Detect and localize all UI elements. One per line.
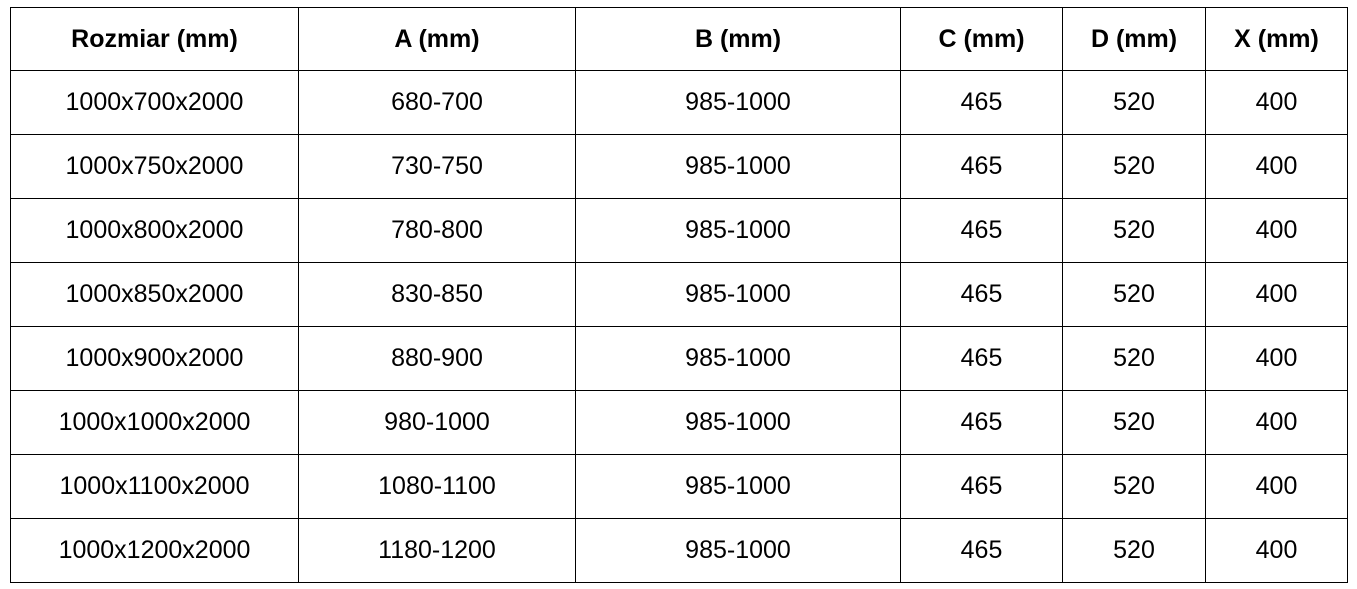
cell-size: 1000x850x2000 — [10, 262, 299, 327]
cell-a: 980-1000 — [298, 390, 576, 455]
column-header-d: D (mm) — [1062, 7, 1206, 71]
cell-x: 400 — [1205, 70, 1348, 135]
cell-size: 1000x1100x2000 — [10, 454, 299, 519]
cell-d: 520 — [1062, 198, 1206, 263]
cell-x: 400 — [1205, 198, 1348, 263]
header-row: Rozmiar (mm) A (mm) B (mm) C (mm) D (mm) X (m… — [10, 7, 1348, 71]
cell-d: 520 — [1062, 390, 1206, 455]
table-row: 1000x1000x2000 980-1000 985-1000 465 520 400 — [10, 390, 1348, 455]
table-row: 1000x750x2000 730-750 985-1000 465 520 400 — [10, 134, 1348, 199]
cell-x: 400 — [1205, 518, 1348, 583]
cell-size: 1000x1200x2000 — [10, 518, 299, 583]
cell-d: 520 — [1062, 262, 1206, 327]
cell-b: 985-1000 — [575, 70, 901, 135]
cell-c: 465 — [900, 326, 1063, 391]
cell-x: 400 — [1205, 390, 1348, 455]
cell-size: 1000x1000x2000 — [10, 390, 299, 455]
cell-b: 985-1000 — [575, 134, 901, 199]
cell-size: 1000x800x2000 — [10, 198, 299, 263]
cell-x: 400 — [1205, 262, 1348, 327]
cell-a: 830-850 — [298, 262, 576, 327]
cell-b: 985-1000 — [575, 454, 901, 519]
cell-x: 400 — [1205, 454, 1348, 519]
cell-x: 400 — [1205, 134, 1348, 199]
cell-d: 520 — [1062, 134, 1206, 199]
cell-c: 465 — [900, 518, 1063, 583]
cell-b: 985-1000 — [575, 262, 901, 327]
cell-size: 1000x700x2000 — [10, 70, 299, 135]
table-row: 1000x700x2000 680-700 985-1000 465 520 400 — [10, 70, 1348, 135]
cell-c: 465 — [900, 198, 1063, 263]
cell-c: 465 — [900, 70, 1063, 135]
cell-c: 465 — [900, 454, 1063, 519]
cell-a: 730-750 — [298, 134, 576, 199]
cell-size: 1000x750x2000 — [10, 134, 299, 199]
cell-c: 465 — [900, 134, 1063, 199]
cell-c: 465 — [900, 390, 1063, 455]
cell-a: 1080-1100 — [298, 454, 576, 519]
cell-a: 780-800 — [298, 198, 576, 263]
table-row: 1000x850x2000 830-850 985-1000 465 520 400 — [10, 262, 1348, 327]
cell-a: 880-900 — [298, 326, 576, 391]
column-header-size: Rozmiar (mm) — [10, 7, 299, 71]
table-row: 1000x1200x2000 1180-1200 985-1000 465 520 400 — [10, 518, 1348, 583]
cell-b: 985-1000 — [575, 518, 901, 583]
cell-b: 985-1000 — [575, 390, 901, 455]
dimensions-table: Rozmiar (mm) A (mm) B (mm) C (mm) D (mm) X (m… — [10, 7, 1348, 583]
cell-b: 985-1000 — [575, 326, 901, 391]
table-row: 1000x800x2000 780-800 985-1000 465 520 400 — [10, 198, 1348, 263]
column-header-x: X (mm) — [1205, 7, 1348, 71]
table-row: 1000x1100x2000 1080-1100 985-1000 465 520 400 — [10, 454, 1348, 519]
cell-a: 1180-1200 — [298, 518, 576, 583]
cell-d: 520 — [1062, 326, 1206, 391]
cell-size: 1000x900x2000 — [10, 326, 299, 391]
cell-a: 680-700 — [298, 70, 576, 135]
table-row: 1000x900x2000 880-900 985-1000 465 520 400 — [10, 326, 1348, 391]
cell-d: 520 — [1062, 454, 1206, 519]
column-header-a: A (mm) — [298, 7, 576, 71]
cell-b: 985-1000 — [575, 198, 901, 263]
cell-d: 520 — [1062, 70, 1206, 135]
column-header-c: C (mm) — [900, 7, 1063, 71]
cell-d: 520 — [1062, 518, 1206, 583]
column-header-b: B (mm) — [575, 7, 901, 71]
cell-x: 400 — [1205, 326, 1348, 391]
cell-c: 465 — [900, 262, 1063, 327]
